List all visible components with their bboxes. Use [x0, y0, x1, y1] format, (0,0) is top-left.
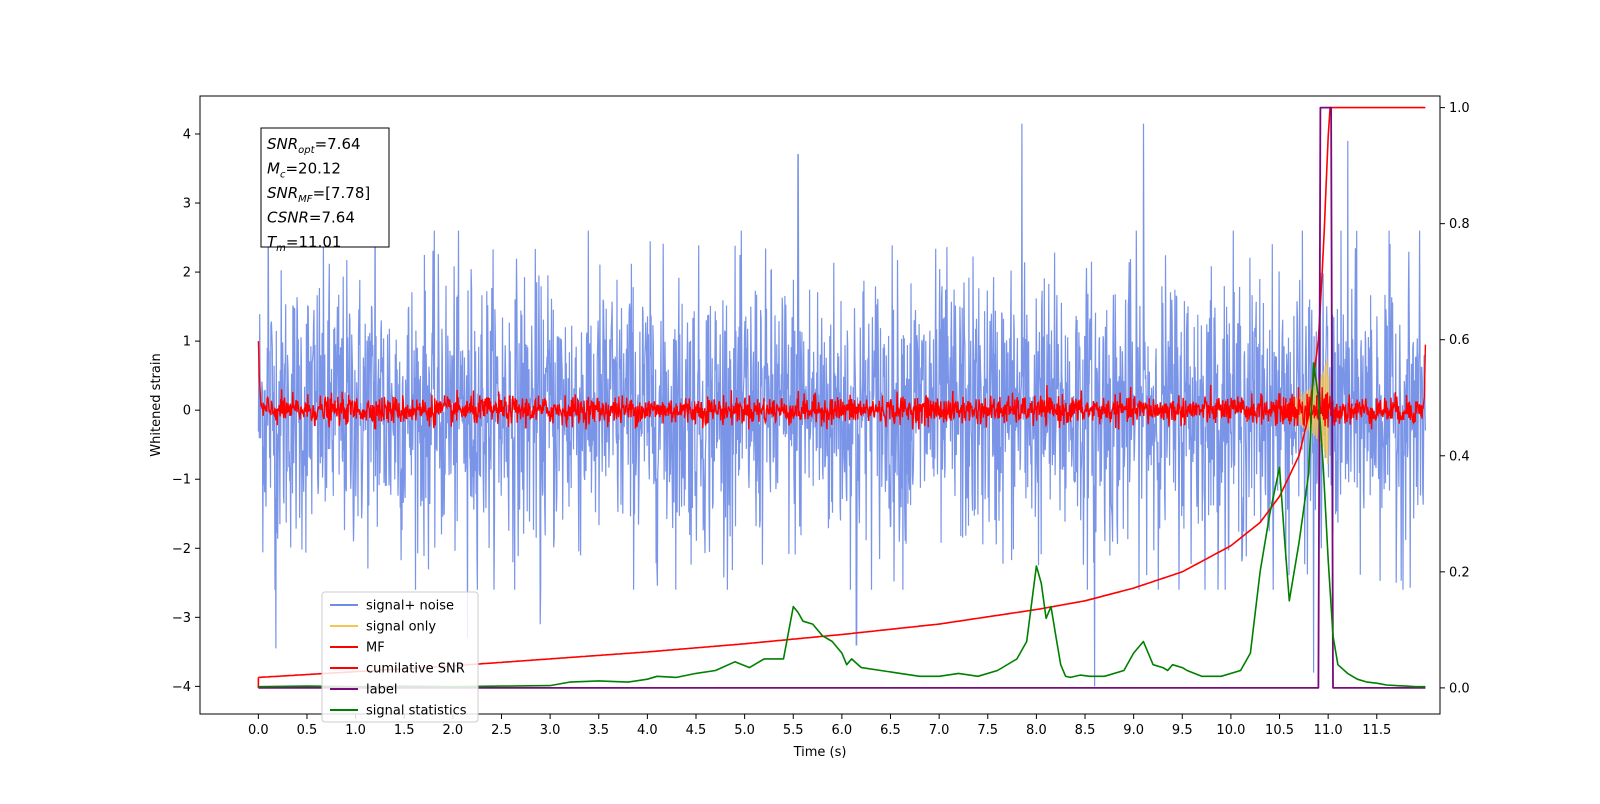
info-line: SNRopt=7.64 [267, 135, 361, 156]
y-tick-label: 3 [183, 197, 191, 212]
legend-label: label [366, 683, 397, 698]
x-tick-label: 0.5 [297, 723, 318, 738]
x-tick-label: 1.5 [394, 723, 415, 738]
x-tick-label: 4.0 [637, 723, 658, 738]
x-tick-label: 4.5 [686, 723, 707, 738]
x-tick-label: 10.0 [1216, 723, 1245, 738]
info-line: CSNR=7.64 [267, 209, 355, 227]
legend-frame [321, 591, 479, 723]
legend-label: MF [366, 641, 385, 656]
x-tick-label: 10.5 [1265, 723, 1294, 738]
x-tick-label: 1.0 [345, 723, 366, 738]
x-tick-label: 9.0 [1123, 723, 1144, 738]
legend-label: cumilative SNR [366, 662, 465, 677]
y2-tick-label: 0.6 [1449, 333, 1470, 348]
x-tick-label: 0.0 [248, 723, 269, 738]
legend-label: signal statistics [366, 704, 467, 719]
ticks-layer: 0.0 0.5 1.0 1.5 2.0 2.5 3.0 3.5 4.0 4.5 5.0 5.5 6.0 6… [172, 101, 1470, 738]
x-tick-label: 5.5 [783, 723, 804, 738]
y-tick-label: −1 [172, 473, 191, 488]
info-box: SNRopt=7.64 Mc=20.12 SNRMF=[7.78] CSNR=7.64… [260, 127, 390, 254]
x-tick-label: 2.0 [443, 723, 464, 738]
y2-tick-label: 0.4 [1449, 449, 1470, 464]
x-tick-label: 11.5 [1362, 723, 1391, 738]
x-tick-label: 8.5 [1075, 723, 1096, 738]
y2-tick-label: 0.8 [1449, 217, 1470, 232]
y-tick-label: −3 [172, 611, 191, 626]
x-tick-label: 3.5 [588, 723, 609, 738]
x-tick-label: 7.5 [977, 723, 998, 738]
x-tick-label: 2.5 [491, 723, 512, 738]
y2-tick-label: 1.0 [1449, 101, 1470, 116]
y2-tick-label: 0.0 [1449, 681, 1470, 696]
x-tick-label: 11.0 [1314, 723, 1343, 738]
y-tick-label: 1 [183, 335, 191, 350]
plot-frame [199, 95, 1441, 715]
y-tick-label: −2 [172, 542, 191, 557]
x-tick-label: 7.0 [929, 723, 950, 738]
x-tick-label: 3.0 [540, 723, 561, 738]
x-tick-label: 8.0 [1026, 723, 1047, 738]
series-mf-line [257, 341, 1427, 430]
x-tick-label: 9.5 [1172, 723, 1193, 738]
series-signal-statistics-line [258, 362, 1426, 688]
y-tick-label: 2 [183, 266, 191, 281]
legend-label: signal only [366, 620, 436, 635]
x-axis-label: Time (s) [793, 745, 847, 760]
x-tick-label: 6.0 [832, 723, 853, 738]
info-line: SNRMF=[7.78] [267, 184, 370, 205]
x-tick-label: 6.5 [880, 723, 901, 738]
y-tick-label: −4 [172, 680, 191, 695]
y2-tick-label: 0.2 [1449, 565, 1470, 580]
y-axis-label: Whitened strain [149, 353, 164, 456]
info-line: Mc=20.12 [267, 160, 341, 181]
info-line: Tm=11.01 [267, 233, 341, 254]
series-signal-noise-line [257, 123, 1426, 687]
x-tick-label: 5.0 [734, 723, 755, 738]
series-label-line [258, 106, 1426, 689]
y-tick-label: 0 [183, 404, 191, 419]
info-box-frame [260, 127, 390, 248]
y-tick-label: 4 [183, 127, 191, 142]
legend-label: signal+ noise [366, 599, 454, 614]
legend: signal+ noise signal only MF cumilative SNR… [321, 591, 479, 723]
